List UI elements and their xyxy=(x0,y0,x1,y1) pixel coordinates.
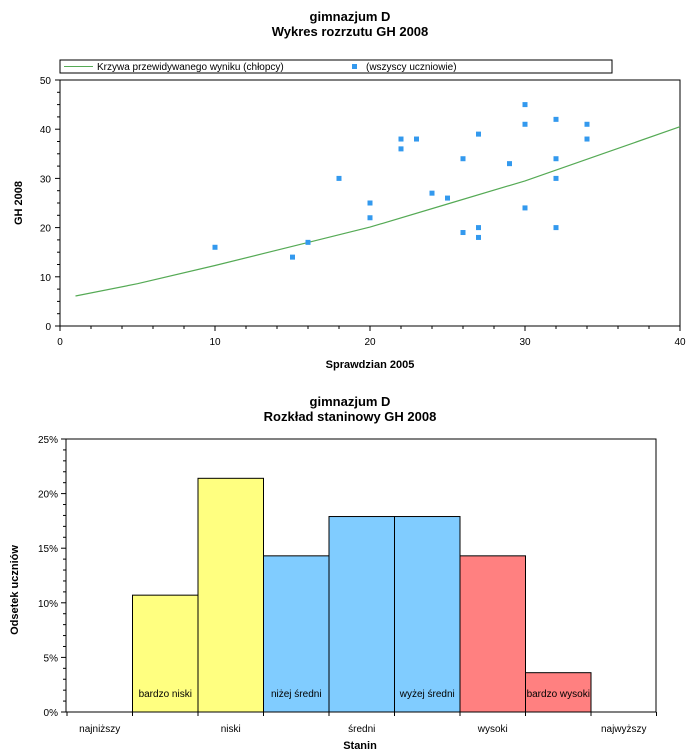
stanin-bar xyxy=(197,477,264,713)
y-axis-label: GH 2008 xyxy=(13,181,25,225)
bar-chart: gimnazjum D Rozkład staninowy GH 2008 ba… xyxy=(9,394,657,752)
y-tick-label: 0 xyxy=(45,322,51,333)
data-point xyxy=(336,175,342,181)
data-point xyxy=(414,136,419,142)
y-tick-label: 30 xyxy=(40,174,52,185)
x-category-label: najwyższy xyxy=(601,724,647,735)
x-tick-label: 30 xyxy=(519,337,531,348)
y-axis-ticks: 0 10 20 30 40 50 xyxy=(40,76,60,333)
data-point xyxy=(290,254,295,260)
legend-box xyxy=(59,59,613,74)
x-tick-label: 0 xyxy=(57,337,63,348)
data-point xyxy=(429,190,435,196)
data-point xyxy=(367,200,373,206)
legend-curve-label: Krzywa przewidywanego wyniku (chłopcy) xyxy=(97,62,284,73)
data-point xyxy=(522,205,528,211)
data-point xyxy=(398,136,404,142)
x-category-label: wysoki xyxy=(477,724,508,735)
x-tick-label: 20 xyxy=(364,337,376,348)
y-tick-label: 40 xyxy=(40,125,52,136)
data-point xyxy=(553,225,559,231)
data-point xyxy=(553,116,559,122)
stanin-bars xyxy=(132,477,592,713)
data-point xyxy=(212,244,218,250)
x-tick-label: 10 xyxy=(209,337,221,348)
y-tick-label: 20% xyxy=(38,490,58,501)
data-point xyxy=(476,131,481,137)
scatter-chart: gimnazjum D Wykres rozrzutu GH 2008 Krzy… xyxy=(13,9,686,371)
x-tick-label: 40 xyxy=(674,337,686,348)
stanin-bar xyxy=(459,555,526,713)
x-category-label: niski xyxy=(221,724,241,735)
x-axis-label: Sprawdzian 2005 xyxy=(326,359,415,371)
stanin-bar xyxy=(328,516,395,713)
stanin-bar xyxy=(394,516,461,713)
data-point xyxy=(553,156,559,162)
stanin-bar xyxy=(263,555,330,713)
data-point xyxy=(522,102,528,108)
data-point xyxy=(584,136,590,142)
data-point xyxy=(553,175,559,181)
chart-subtitle: Rozkład staninowy GH 2008 xyxy=(264,409,437,424)
chart-subtitle: Wykres rozrzutu GH 2008 xyxy=(272,24,429,39)
data-point xyxy=(522,121,528,127)
y-tick-label: 20 xyxy=(40,224,52,235)
y-tick-label: 5% xyxy=(44,653,59,664)
y-tick-label: 50 xyxy=(40,76,52,87)
y-tick-label: 0% xyxy=(44,708,59,719)
data-point xyxy=(305,239,311,245)
x-category-label: średni xyxy=(348,724,375,735)
y-tick-label: 15% xyxy=(38,544,58,555)
bar-annotation: wyżej średni xyxy=(399,689,455,700)
bar-annotations: bardzo niski niżej średni wyżej średni bard… xyxy=(139,689,590,700)
y-axis-label: Odsetek uczniów xyxy=(9,545,21,635)
data-point xyxy=(398,146,404,152)
data-point xyxy=(476,225,481,231)
bar-annotation: bardzo niski xyxy=(139,689,192,700)
data-point xyxy=(584,121,590,127)
y-tick-label: 10% xyxy=(38,599,58,610)
data-point xyxy=(460,156,466,162)
data-point xyxy=(476,234,481,240)
y-axis-ticks: 0% 5% 10% 15% 20% 25% xyxy=(38,435,66,719)
stanin-bar xyxy=(525,672,592,713)
x-axis-ticks: 0 10 20 30 40 xyxy=(57,326,686,348)
legend-points-swatch xyxy=(352,64,357,69)
data-point xyxy=(507,161,512,167)
chart-title: gimnazjum D xyxy=(310,9,391,24)
y-tick-label: 10 xyxy=(40,273,52,284)
data-point xyxy=(445,195,450,201)
legend-points-label: (wszyscy uczniowie) xyxy=(366,62,457,73)
bar-annotation: niżej średni xyxy=(271,689,322,700)
y-tick-label: 25% xyxy=(38,435,58,446)
prediction-curve xyxy=(75,126,681,297)
chart-title: gimnazjum D xyxy=(310,394,391,409)
stanin-bar xyxy=(132,594,199,713)
x-axis-ticks: najniższy niski średni wysoki najwyższy xyxy=(66,712,657,735)
scatter-points xyxy=(212,102,590,260)
data-point xyxy=(367,215,373,221)
data-point xyxy=(460,230,466,236)
bar-annotation: bardzo wysoki xyxy=(527,689,590,700)
x-axis-label: Stanin xyxy=(343,740,377,752)
x-category-label: najniższy xyxy=(79,724,120,735)
